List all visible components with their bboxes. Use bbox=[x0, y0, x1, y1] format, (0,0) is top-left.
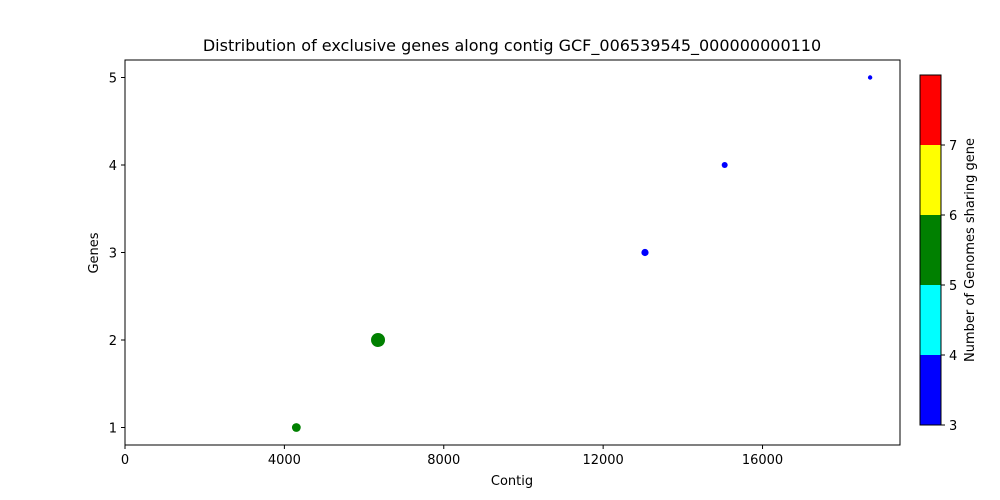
scatter-point-3 bbox=[641, 248, 649, 257]
colorbar-segment-2 bbox=[920, 285, 941, 355]
colorbar-tick-label: 4 bbox=[949, 349, 957, 364]
x-tick-label: 12000 bbox=[582, 453, 623, 468]
colorbar-label: Number of Genomes sharing gene bbox=[963, 138, 978, 362]
y-tick-label: 3 bbox=[109, 247, 117, 262]
plot-area: 0 4000 8000 12000 16000 1 2 3 4 5 bbox=[109, 72, 873, 468]
y-tick-label: 1 bbox=[109, 422, 117, 437]
colorbar: 3 4 5 6 7 bbox=[919, 74, 957, 434]
colorbar-tick-label: 7 bbox=[949, 139, 957, 154]
scatter-point-2 bbox=[371, 333, 386, 347]
colorbar-tick-label: 6 bbox=[949, 209, 957, 224]
y-tick-label: 4 bbox=[109, 159, 117, 174]
x-tick-label: 16000 bbox=[742, 453, 783, 468]
x-tick-label: 4000 bbox=[268, 453, 301, 468]
colorbar-segment-1 bbox=[920, 355, 941, 425]
colorbar-segment-5 bbox=[920, 75, 941, 145]
colorbar-segment-4 bbox=[920, 145, 941, 215]
y-tick-label: 5 bbox=[109, 72, 117, 87]
y-axis-label: Genes bbox=[87, 232, 102, 273]
scatter-point-1 bbox=[291, 423, 301, 432]
x-tick-label: 8000 bbox=[427, 453, 460, 468]
x-tick-label: 0 bbox=[121, 453, 129, 468]
scatter-point-4 bbox=[721, 162, 728, 168]
colorbar-segment-3 bbox=[920, 215, 941, 285]
plot-frame bbox=[124, 59, 901, 446]
colorbar-tick-label: 3 bbox=[949, 419, 957, 434]
chart-title: Distribution of exclusive genes along co… bbox=[203, 36, 821, 56]
scatter-point-5 bbox=[867, 75, 873, 80]
x-axis-label: Contig bbox=[491, 474, 533, 489]
colorbar-tick-label: 5 bbox=[949, 279, 957, 294]
colorbar-frame bbox=[919, 74, 942, 426]
y-tick-label: 2 bbox=[109, 334, 117, 349]
